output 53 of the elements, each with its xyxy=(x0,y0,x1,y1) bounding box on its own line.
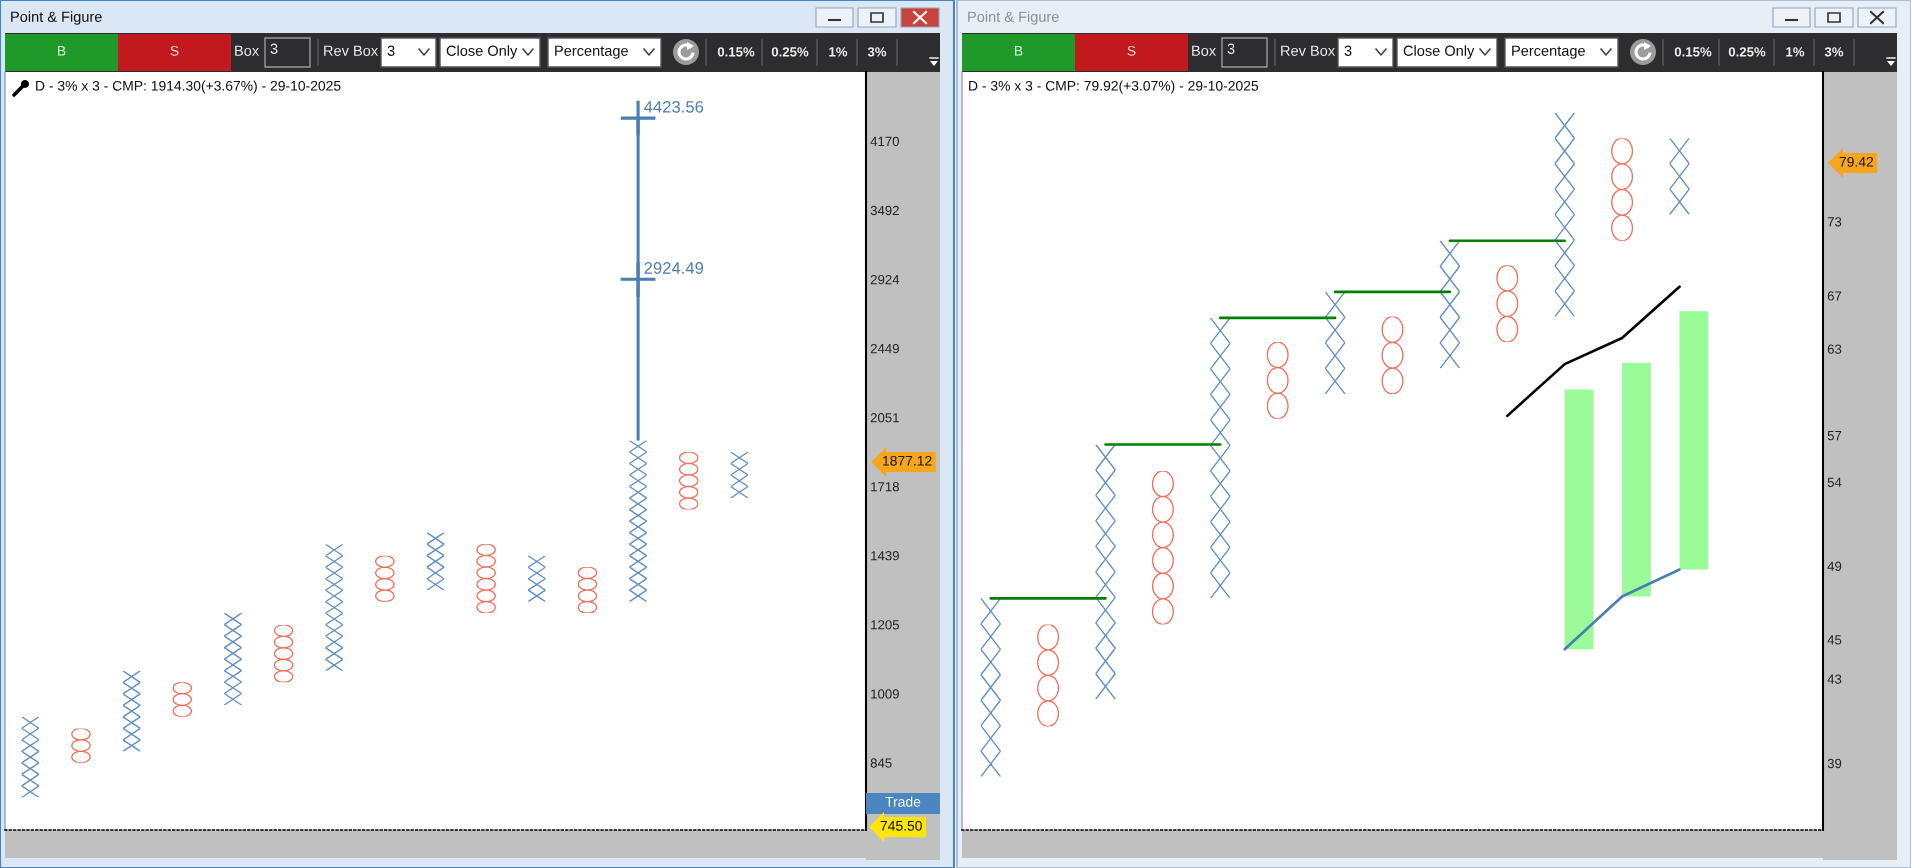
text: 1% xyxy=(1786,47,1805,57)
text: 745.50 xyxy=(880,820,922,831)
text: 3 xyxy=(1227,43,1235,54)
y-tick-label: 57 xyxy=(1827,431,1842,441)
text: Rev Box xyxy=(1281,45,1335,56)
text: D - 3% x 3 - CMP: 79.92(+3.07%) - 29-10-2025 xyxy=(969,80,1259,94)
text: 3 xyxy=(270,43,278,54)
text: S xyxy=(170,45,179,56)
y-tick-label: 1205 xyxy=(871,620,899,630)
text: Box xyxy=(235,45,259,56)
data-label: 4423.56 xyxy=(644,100,704,113)
y-tick-label: 45 xyxy=(1827,635,1842,645)
text: Rev Box xyxy=(324,45,378,56)
text: 0.15% xyxy=(717,47,755,57)
text: Percentage xyxy=(555,45,628,59)
y-tick-label: 1009 xyxy=(871,689,899,699)
text: 3 xyxy=(387,45,395,56)
text: 3% xyxy=(1824,47,1844,57)
text: D - 3% x 3 - CMP: 1914.30(+3.67%) - 29-10-2025 xyxy=(36,80,341,94)
y-tick-label: 43 xyxy=(1827,674,1842,684)
y-tick-label: 67 xyxy=(1827,291,1842,301)
y-tick-label: 1718 xyxy=(871,482,899,492)
text: B xyxy=(58,46,66,56)
text: Close Only xyxy=(1403,45,1475,59)
text: Percentage xyxy=(1512,45,1585,59)
data-label: 2924.49 xyxy=(644,262,704,274)
text: 0.15% xyxy=(1674,47,1712,57)
y-tick-label: 4170 xyxy=(870,136,899,147)
text: 3 xyxy=(1344,45,1352,56)
text: 0.25% xyxy=(1728,47,1766,57)
text: Trade xyxy=(885,796,921,807)
y-tick-label: 49 xyxy=(1827,561,1842,571)
y-tick-label: 2051 xyxy=(870,413,899,423)
y-tick-label: 73 xyxy=(1827,217,1842,227)
y-tick-label: 63 xyxy=(1827,344,1842,354)
text: S xyxy=(1127,45,1136,56)
text: 0.25% xyxy=(771,47,809,57)
text: 1877.12 xyxy=(883,455,932,466)
y-tick-label: 1439 xyxy=(871,551,899,561)
text: 79.42 xyxy=(1839,156,1874,167)
y-tick-label: 845 xyxy=(870,758,892,768)
text: B xyxy=(1015,46,1023,56)
y-tick-label: 39 xyxy=(1827,758,1842,769)
y-tick-label: 2924 xyxy=(870,274,900,285)
text: 1% xyxy=(829,47,848,57)
y-tick-label: 54 xyxy=(1827,477,1842,487)
chart-title: Point & Figure xyxy=(968,11,1059,25)
text: Box xyxy=(1192,45,1216,56)
y-tick-label: 2449 xyxy=(870,343,899,354)
text: 3% xyxy=(867,47,887,57)
y-tick-label: 3492 xyxy=(870,205,899,216)
chart-title: Point & Figure xyxy=(11,11,102,25)
text: Close Only xyxy=(446,45,518,59)
